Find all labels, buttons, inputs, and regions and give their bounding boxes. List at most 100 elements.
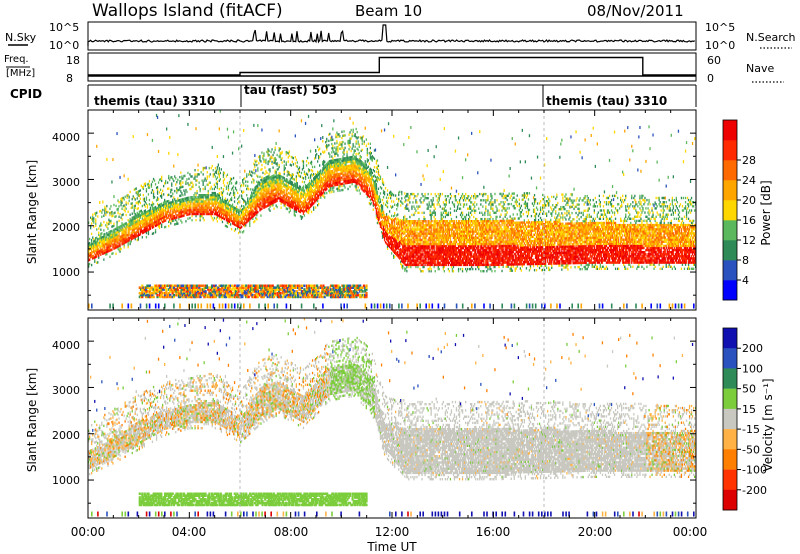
- echo-cell: [319, 185, 321, 188]
- echo-cell: [132, 228, 134, 231]
- echo-cell: [212, 175, 214, 178]
- echo-cell: [390, 240, 392, 244]
- echo-cell: [408, 232, 410, 235]
- echo-cell: [348, 177, 350, 180]
- echo-cell: [228, 193, 231, 196]
- echo-cell: [319, 191, 321, 194]
- echo-cell: [331, 159, 333, 162]
- echo-cell: [134, 219, 136, 222]
- echo-cell: [417, 242, 419, 246]
- echo-cell: [356, 189, 358, 192]
- echo-cell: [317, 195, 319, 199]
- echo-cell: [376, 201, 379, 204]
- echo-cell: [148, 198, 151, 202]
- echo-cell: [145, 211, 148, 214]
- echo-cell: [274, 198, 276, 202]
- echo-cell: [174, 216, 176, 220]
- echo-cell: [254, 186, 256, 189]
- echo-cell: [143, 218, 145, 221]
- echo-cell: [328, 166, 330, 170]
- echo-cell: [117, 230, 119, 234]
- echo-cell: [262, 182, 264, 185]
- echo-cell: [280, 200, 282, 203]
- echo-cell: [198, 204, 200, 207]
- echo-cell: [287, 170, 289, 174]
- echo-cell: [111, 233, 113, 237]
- echo-cell: [267, 177, 269, 180]
- echo-cell: [338, 172, 340, 176]
- echo-cell: [318, 188, 320, 191]
- echo-cell: [166, 217, 168, 220]
- echo-cell: [163, 214, 165, 217]
- echo-cell: [240, 207, 242, 211]
- echo-cell: [224, 207, 227, 211]
- echo-cell: [131, 220, 133, 224]
- echo-cell: [395, 242, 397, 245]
- echo-cell: [293, 209, 295, 212]
- echo-cell: [322, 179, 324, 183]
- echo-cell: [351, 182, 353, 186]
- echo-cell: [214, 191, 216, 195]
- echo-cell: [97, 261, 99, 264]
- echo-cell: [411, 249, 413, 252]
- echo-cell: [357, 161, 359, 164]
- echo-cell: [222, 200, 225, 203]
- echo-cell: [297, 186, 300, 190]
- echo-cell: [422, 265, 424, 269]
- echo-cell: [148, 209, 151, 212]
- echo-cell: [308, 181, 311, 185]
- echo-cell: [244, 208, 246, 211]
- echo-cell: [104, 245, 106, 248]
- echo-cell: [387, 219, 390, 222]
- echo-cell: [264, 189, 266, 192]
- echo-cell: [304, 186, 307, 189]
- echo-cell: [406, 195, 408, 198]
- echo-cell: [242, 208, 244, 211]
- echo-cell: [128, 220, 130, 223]
- echo-cell: [410, 263, 412, 267]
- echo-cell: [123, 235, 125, 239]
- echo-cell: [281, 198, 283, 202]
- echo-cell: [220, 186, 222, 190]
- echo-cell: [298, 201, 301, 205]
- echo-cell: [93, 254, 95, 258]
- echo-cell: [424, 255, 426, 258]
- echo-cell: [372, 196, 374, 199]
- echo-cell: [132, 216, 134, 219]
- echo-cell: [225, 212, 228, 215]
- echo-cell: [366, 166, 368, 169]
- echo-cell: [227, 213, 230, 217]
- freq-label-line2: [MHz]: [6, 68, 35, 79]
- echo-cell: [365, 178, 367, 181]
- echo-cell: [423, 215, 425, 219]
- echo-cell: [233, 212, 236, 216]
- echo-cell: [271, 160, 273, 164]
- echo-cell: [220, 211, 222, 215]
- echo-cell: [226, 225, 229, 229]
- echo-cell: [117, 245, 119, 248]
- echo-cell: [249, 216, 251, 219]
- echo-cell: [157, 218, 160, 222]
- echo-cell: [179, 207, 181, 210]
- echo-cell: [351, 157, 353, 161]
- echo-cell: [426, 255, 428, 258]
- echo-cell: [296, 161, 298, 164]
- echo-cell: [401, 197, 403, 200]
- echo-cell: [399, 255, 401, 258]
- echo-cell: [196, 206, 198, 209]
- echo-cell: [151, 211, 154, 215]
- echo-cell: [333, 159, 335, 162]
- echo-cell: [389, 237, 391, 240]
- echo-cell: [137, 221, 139, 225]
- echo-cell: [187, 200, 189, 204]
- echo-cell: [335, 183, 337, 187]
- scatter-cell: [270, 155, 272, 159]
- echo-cell: [110, 211, 112, 214]
- echo-cell: [361, 177, 363, 181]
- echo-cell: [172, 215, 174, 218]
- echo-cell: [278, 178, 280, 181]
- echo-cell: [151, 203, 154, 206]
- echo-cell: [125, 230, 127, 233]
- echo-cell: [314, 188, 316, 191]
- echo-cell: [363, 184, 365, 187]
